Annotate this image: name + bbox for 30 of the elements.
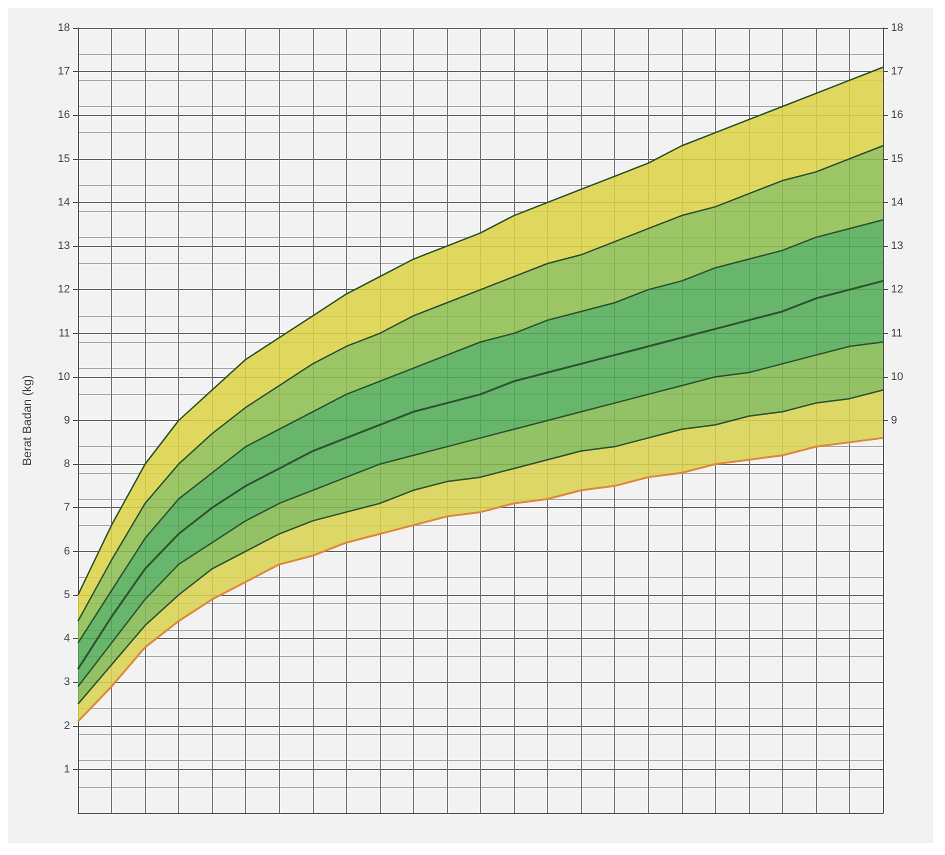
y-axis-title: Berat Badan (kg): [20, 375, 34, 466]
y-tick-label: 8: [64, 458, 70, 470]
y-tick-label: 16: [58, 109, 70, 122]
y-tick-label: 18: [58, 22, 70, 34]
y-tick-label: 6: [64, 545, 70, 558]
y2-tick-label: 16: [891, 109, 904, 122]
y-tick-label: 10: [58, 370, 70, 383]
y2-tick-label: 11: [891, 327, 902, 340]
y2-tick-label: 17: [891, 66, 904, 78]
y-tick-label: 3: [64, 676, 70, 688]
y-tick-label: 11: [58, 327, 70, 340]
y2-tick-label: 13: [891, 240, 904, 252]
y2-tick-label: 10: [891, 370, 904, 383]
y2-tick-label: 18: [891, 22, 904, 34]
y-tick-label: 9: [64, 414, 70, 426]
line-series: [77, 280, 884, 670]
y-tick-label: 12: [58, 284, 70, 296]
y2-tick-label: 15: [891, 152, 904, 165]
y-tick-label: 14: [58, 196, 70, 208]
y2-tick-label: 14: [891, 196, 904, 208]
y2-tick-label: 9: [891, 414, 898, 426]
y2-tick-label: 12: [891, 284, 904, 296]
y-tick-label: 5: [64, 588, 70, 601]
y-tick-label: 4: [64, 632, 70, 645]
y-tick-label: 13: [58, 240, 70, 252]
y-tick-label: 15: [58, 152, 70, 165]
y-tick-label: 7: [64, 502, 70, 514]
y-tick-label: 2: [64, 720, 70, 732]
y-tick-label: 1: [64, 763, 70, 776]
y-tick-label: 17: [58, 66, 70, 78]
